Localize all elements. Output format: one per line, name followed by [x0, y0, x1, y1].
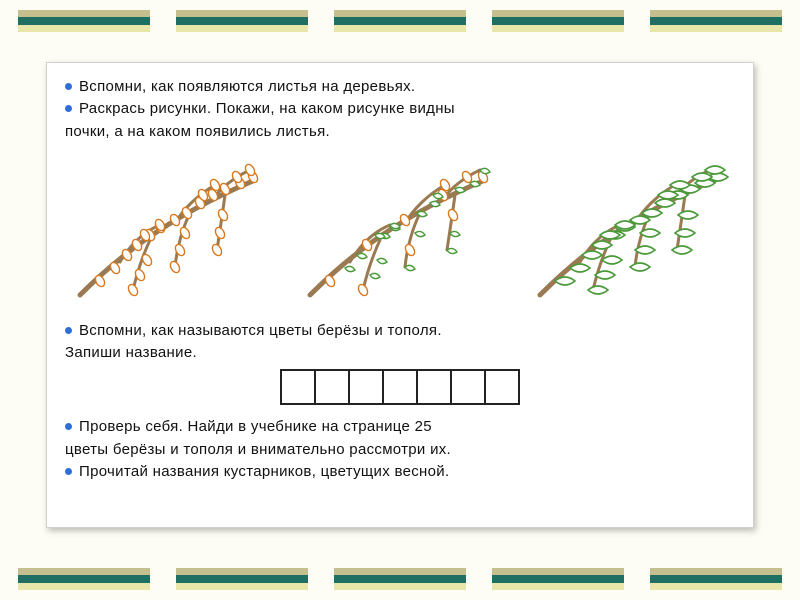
- answer-cell[interactable]: [416, 369, 452, 405]
- branch-stage-leaves: [525, 155, 735, 310]
- answer-cell[interactable]: [280, 369, 316, 405]
- stripe: [18, 568, 150, 590]
- stripe: [334, 10, 466, 32]
- text-block-1: Вспомни, как появляются листья на деревь…: [65, 77, 735, 142]
- text-line: почки, а на каком появились листья.: [65, 122, 735, 142]
- bullet-line: Раскрась рисунки. Покажи, на каком рисун…: [65, 99, 735, 119]
- stripe: [650, 568, 782, 590]
- bullet-line: Прочитай названия кустарников, цветущих …: [65, 462, 735, 482]
- answer-cell[interactable]: [348, 369, 384, 405]
- answer-cell[interactable]: [314, 369, 350, 405]
- answer-cell[interactable]: [382, 369, 418, 405]
- bullet-line: Вспомни, как называются цветы берёзы и т…: [65, 321, 735, 341]
- text-block-2: Вспомни, как называются цветы берёзы и т…: [65, 321, 735, 364]
- text-block-3: Проверь себя. Найди в учебнике на страни…: [65, 417, 735, 482]
- stripe: [334, 568, 466, 590]
- answer-cell[interactable]: [450, 369, 486, 405]
- answer-boxes: [280, 369, 520, 405]
- stripe: [176, 10, 308, 32]
- bullet-line: Вспомни, как появляются листья на деревь…: [65, 77, 735, 97]
- answer-boxes-row: [65, 369, 735, 405]
- decor-stripe-bottom: [0, 568, 800, 590]
- stripe: [176, 568, 308, 590]
- stripe: [492, 10, 624, 32]
- decor-stripe-top: [0, 10, 800, 32]
- text-line: Запиши название.: [65, 343, 735, 363]
- branch-illustrations: [65, 150, 735, 315]
- stripe: [492, 568, 624, 590]
- branch-stage-buds: [65, 155, 275, 310]
- branch-stage-small-leaves: [295, 155, 505, 310]
- answer-cell[interactable]: [484, 369, 520, 405]
- text-line: цветы берёзы и тополя и внимательно расс…: [65, 440, 735, 460]
- stripe: [18, 10, 150, 32]
- worksheet-card: Вспомни, как появляются листья на деревь…: [46, 62, 754, 528]
- stripe: [650, 10, 782, 32]
- bullet-line: Проверь себя. Найди в учебнике на страни…: [65, 417, 735, 437]
